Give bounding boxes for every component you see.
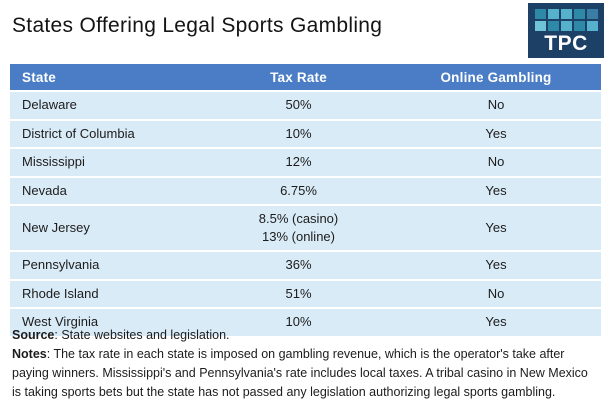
logo-text: TPC bbox=[544, 32, 588, 55]
cell-rate: 10% bbox=[206, 118, 391, 148]
states-gambling-table: State Tax Rate Online Gambling Delaware 5… bbox=[10, 64, 601, 336]
cell-state: West Virginia bbox=[10, 307, 206, 336]
table-body: Delaware 50% No District of Columbia 10% Yes M… bbox=[10, 90, 601, 336]
cell-rate: 51% bbox=[206, 278, 391, 308]
cell-online: Yes bbox=[391, 307, 601, 336]
cell-rate: 50% bbox=[206, 90, 391, 119]
cell-online: No bbox=[391, 147, 601, 176]
cell-rate: 8.5% (casino) 13% (online) bbox=[206, 204, 391, 251]
logo-squares-icon bbox=[534, 9, 598, 31]
cell-rate: 36% bbox=[206, 250, 391, 279]
notes-label: Notes bbox=[12, 347, 47, 361]
column-header-state: State bbox=[10, 64, 206, 90]
cell-state: Rhode Island bbox=[10, 278, 206, 308]
table-row: West Virginia 10% Yes bbox=[10, 307, 601, 336]
notes-text: : The tax rate in each state is imposed … bbox=[12, 347, 588, 399]
tpc-logo: TPC bbox=[528, 3, 604, 58]
cell-rate: 6.75% bbox=[206, 175, 391, 205]
cell-state: District of Columbia bbox=[10, 118, 206, 148]
cell-state: Delaware bbox=[10, 90, 206, 119]
table-row: Mississippi 12% No bbox=[10, 147, 601, 176]
table-row: Pennsylvania 36% Yes bbox=[10, 250, 601, 279]
cell-online: Yes bbox=[391, 175, 601, 205]
notes-note: Notes: The tax rate in each state is imp… bbox=[12, 345, 596, 402]
column-header-tax-rate: Tax Rate bbox=[206, 64, 391, 90]
table-row: Delaware 50% No bbox=[10, 90, 601, 119]
footnotes: Source: State websites and legislation. … bbox=[12, 326, 596, 402]
table-row: Rhode Island 51% No bbox=[10, 278, 601, 308]
cell-state: New Jersey bbox=[10, 204, 206, 251]
cell-rate: 10% bbox=[206, 307, 391, 336]
cell-rate: 12% bbox=[206, 147, 391, 176]
cell-online: Yes bbox=[391, 204, 601, 251]
cell-state: Mississippi bbox=[10, 147, 206, 176]
cell-state: Nevada bbox=[10, 175, 206, 205]
page-title: States Offering Legal Sports Gambling bbox=[12, 14, 383, 37]
source-text: : State websites and legislation. bbox=[54, 328, 230, 342]
cell-online: Yes bbox=[391, 118, 601, 148]
source-label: Source bbox=[12, 328, 55, 342]
column-header-online-gambling: Online Gambling bbox=[391, 64, 601, 90]
cell-state: Pennsylvania bbox=[10, 250, 206, 279]
table-row: Nevada 6.75% Yes bbox=[10, 175, 601, 205]
cell-online: Yes bbox=[391, 250, 601, 279]
source-note: Source: State websites and legislation. bbox=[12, 326, 596, 345]
table-header-row: State Tax Rate Online Gambling bbox=[10, 64, 601, 90]
cell-online: No bbox=[391, 90, 601, 119]
table-row: New Jersey 8.5% (casino) 13% (online) Yes bbox=[10, 204, 601, 251]
cell-online: No bbox=[391, 278, 601, 308]
table-row: District of Columbia 10% Yes bbox=[10, 118, 601, 148]
